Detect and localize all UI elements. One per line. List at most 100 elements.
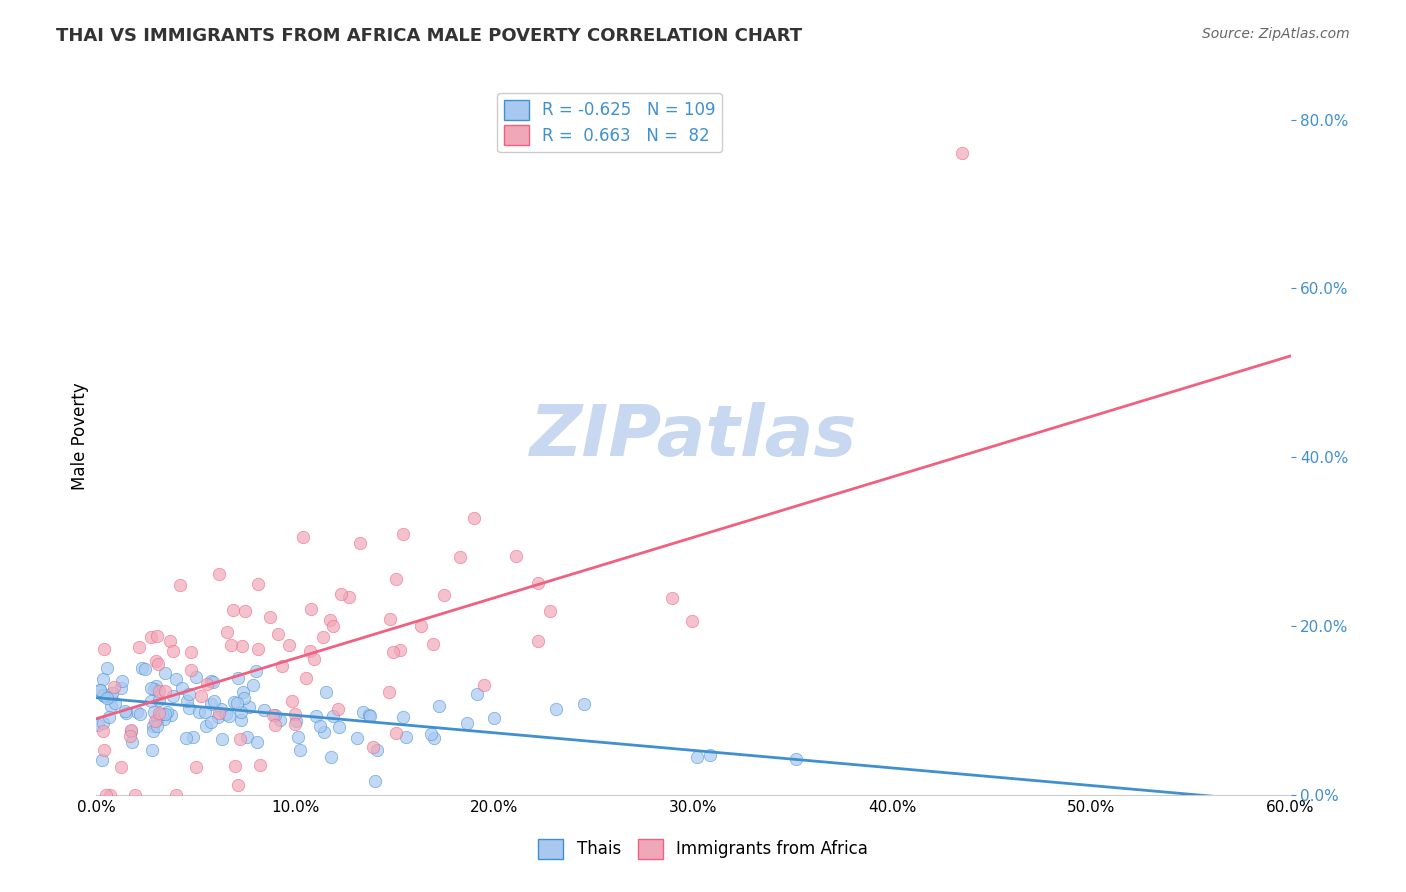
Point <box>262 708 284 723</box>
Point <box>284 714 307 729</box>
Legend: Thais, Immigrants from Africa: Thais, Immigrants from Africa <box>531 832 875 866</box>
Point <box>349 536 371 550</box>
Point <box>142 682 165 697</box>
Point <box>129 706 152 721</box>
Point <box>177 700 200 714</box>
Point <box>246 734 269 748</box>
Point <box>252 703 274 717</box>
Point <box>110 760 132 774</box>
Text: THAI VS IMMIGRANTS FROM AFRICA MALE POVERTY CORRELATION CHART: THAI VS IMMIGRANTS FROM AFRICA MALE POVE… <box>56 27 803 45</box>
Point <box>235 604 257 618</box>
Point <box>143 705 166 719</box>
Point <box>346 731 368 745</box>
Point <box>224 759 246 773</box>
Point <box>326 702 349 716</box>
Point <box>319 613 342 627</box>
Point <box>392 527 415 541</box>
Point <box>538 603 561 617</box>
Point <box>110 681 132 695</box>
Point <box>409 619 432 633</box>
Point <box>149 708 172 723</box>
Point <box>366 743 388 757</box>
Point <box>284 707 307 722</box>
Point <box>169 578 191 592</box>
Point <box>247 577 270 591</box>
Point <box>96 690 118 705</box>
Point <box>146 713 169 727</box>
Point <box>181 730 204 744</box>
Point <box>180 663 202 677</box>
Point <box>287 730 309 744</box>
Point <box>153 712 176 726</box>
Point <box>98 788 121 802</box>
Legend: R = -0.625   N = 109, R =  0.663   N =  82: R = -0.625 N = 109, R = 0.663 N = 82 <box>498 93 723 152</box>
Point <box>311 630 333 644</box>
Point <box>114 706 136 721</box>
Point <box>218 709 240 723</box>
Point <box>176 694 198 708</box>
Point <box>228 778 250 792</box>
Point <box>195 677 218 691</box>
Point <box>359 709 381 723</box>
Point <box>231 685 253 699</box>
Point <box>93 742 115 756</box>
Point <box>202 694 225 708</box>
Point <box>91 688 114 702</box>
Point <box>155 705 177 719</box>
Point <box>391 709 413 723</box>
Point <box>180 645 202 659</box>
Point <box>177 687 200 701</box>
Point <box>142 724 165 739</box>
Text: Source: ZipAtlas.com: Source: ZipAtlas.com <box>1202 27 1350 41</box>
Point <box>103 680 125 694</box>
Point <box>94 788 117 802</box>
Point <box>505 549 527 563</box>
Point <box>422 637 444 651</box>
Point <box>236 730 259 744</box>
Point <box>785 752 807 766</box>
Point <box>427 699 450 714</box>
Point <box>194 705 217 719</box>
Point <box>208 706 231 720</box>
Point <box>200 714 222 729</box>
Point <box>190 689 212 703</box>
Point <box>382 645 405 659</box>
Point <box>294 671 316 685</box>
Point <box>357 707 380 722</box>
Point <box>128 640 150 655</box>
Point <box>211 732 233 747</box>
Point <box>292 530 315 544</box>
Point <box>165 673 187 687</box>
Point <box>309 718 332 732</box>
Point <box>305 708 328 723</box>
Point <box>449 549 471 564</box>
Point <box>98 710 121 724</box>
Point <box>384 572 406 586</box>
Point <box>242 678 264 692</box>
Point <box>302 651 325 665</box>
Point <box>463 511 485 525</box>
Point <box>209 702 232 716</box>
Point <box>162 690 184 704</box>
Point <box>150 707 173 722</box>
Point <box>315 684 337 698</box>
Point <box>395 730 418 744</box>
Point <box>101 686 124 700</box>
Point <box>148 684 170 698</box>
Point <box>321 750 343 764</box>
Point <box>527 633 550 648</box>
Point <box>278 638 301 652</box>
Point <box>207 566 229 581</box>
Point <box>378 612 401 626</box>
Point <box>91 715 114 730</box>
Point <box>433 589 456 603</box>
Point <box>378 685 401 699</box>
Point <box>148 657 170 671</box>
Point <box>322 619 344 633</box>
Point <box>312 724 335 739</box>
Point <box>139 631 162 645</box>
Point <box>330 587 353 601</box>
Point <box>686 750 709 764</box>
Point <box>271 659 294 673</box>
Point <box>456 716 478 731</box>
